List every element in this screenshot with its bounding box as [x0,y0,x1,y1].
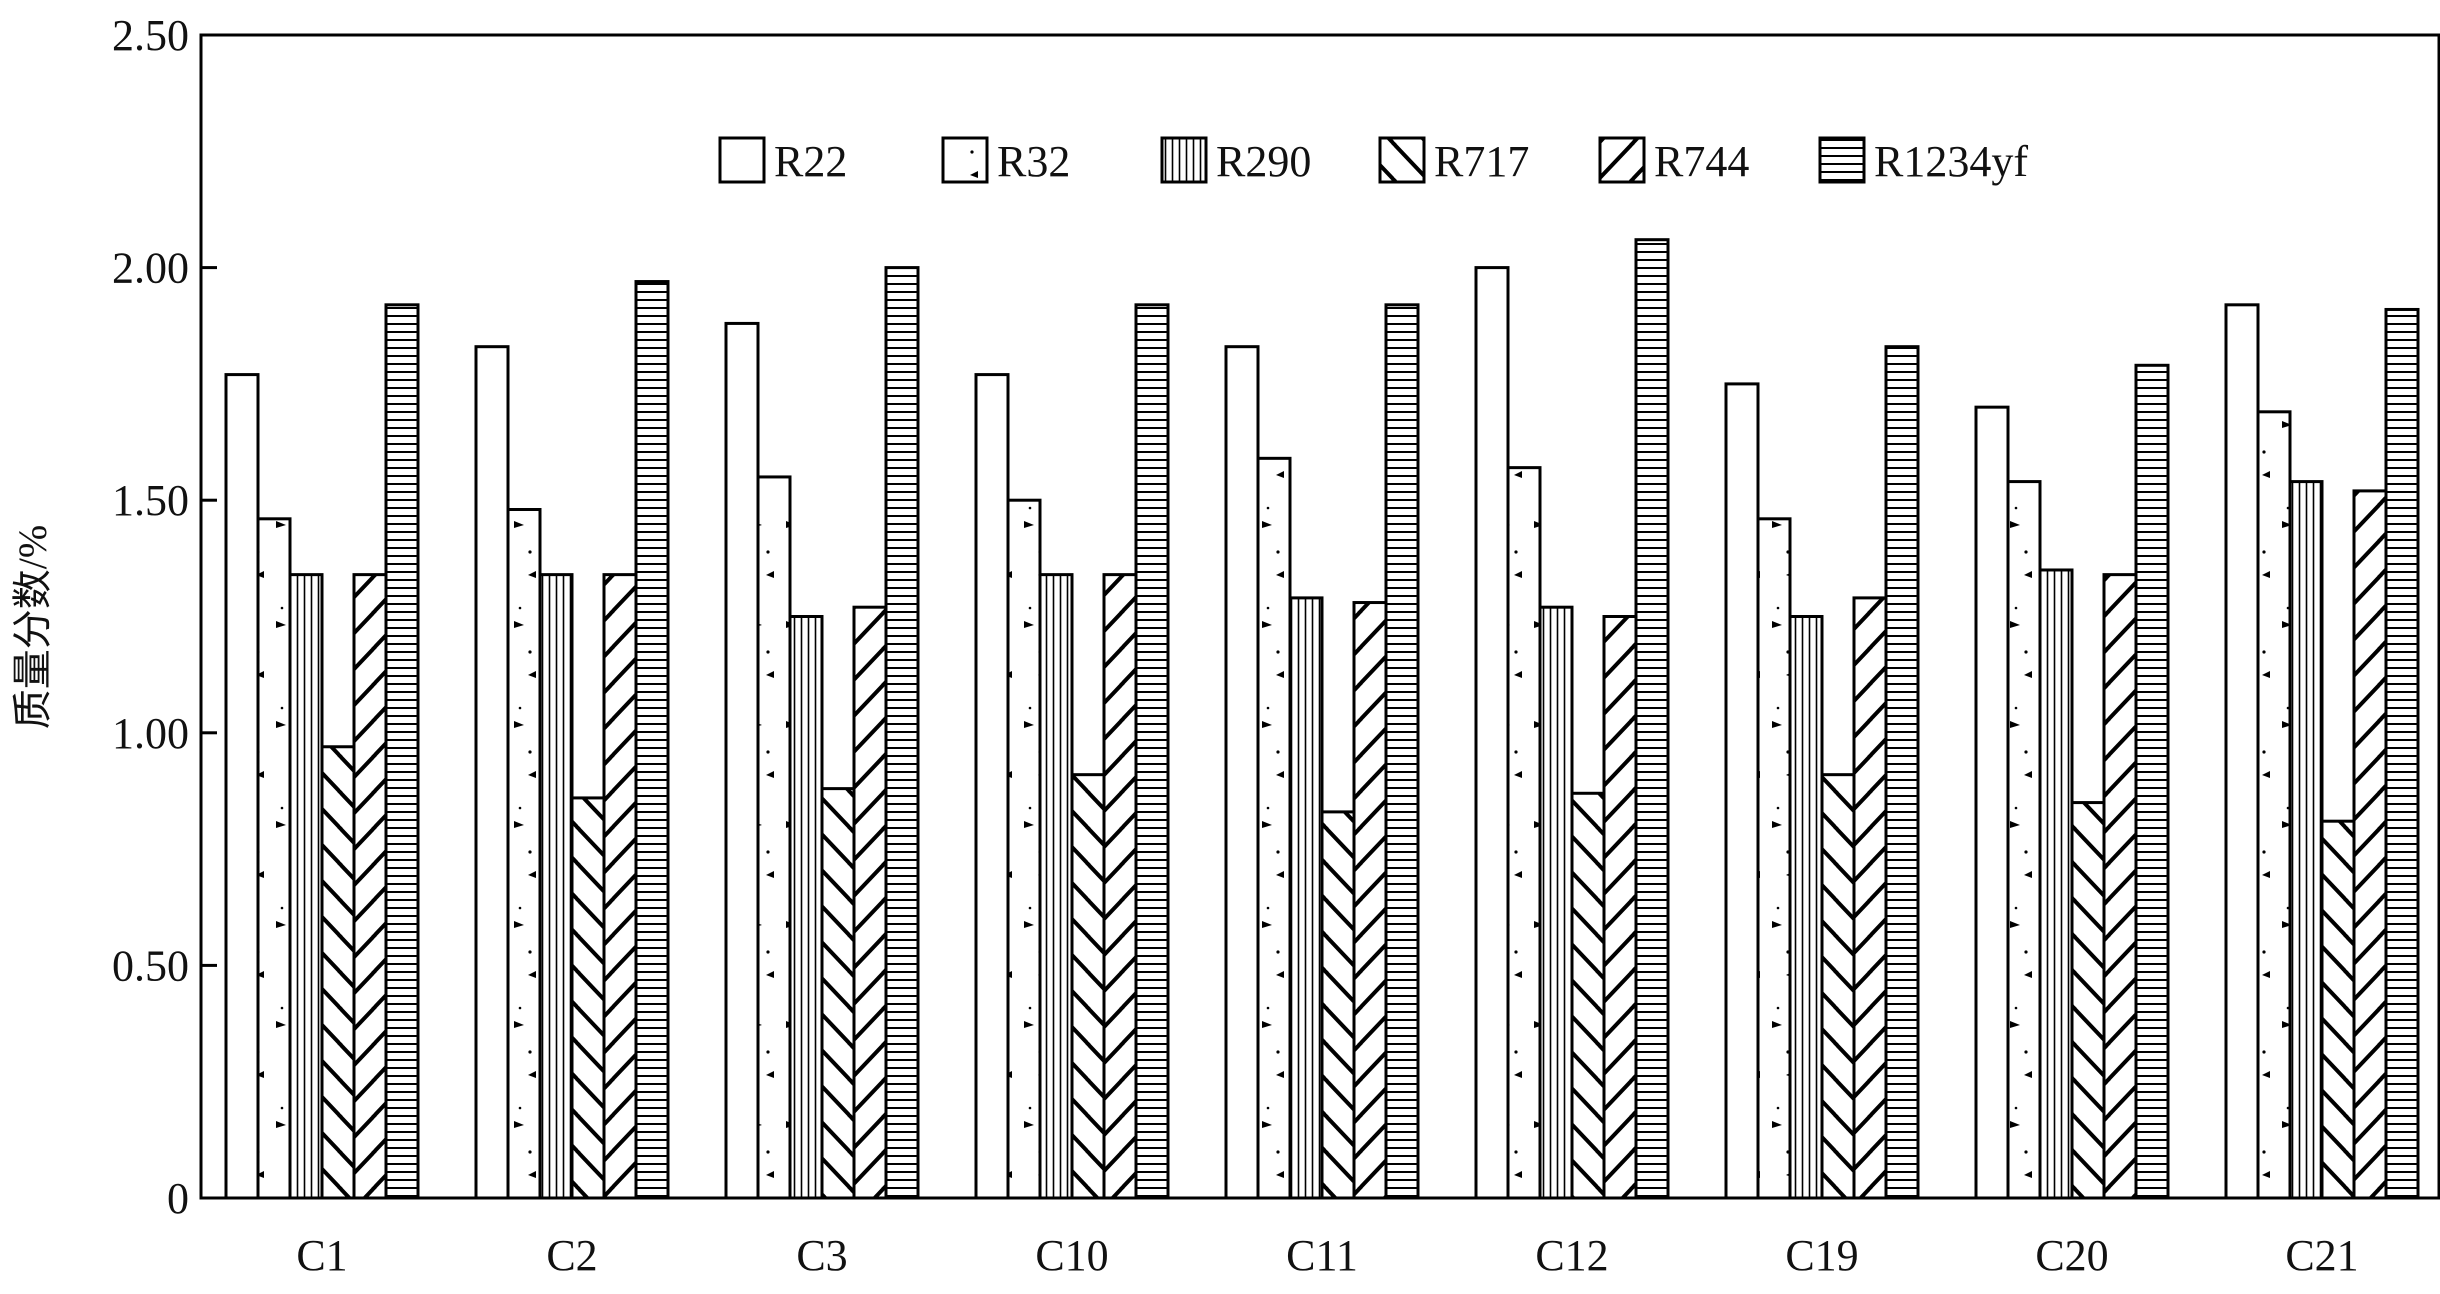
bar-c20-r717 [2070,801,2106,1200]
bar-c21-r1234yf [2384,307,2420,1200]
bar-c20-r22 [1974,405,2010,1200]
bar-c20-r1234yf [2134,363,2170,1200]
bar-c21-r22 [2224,303,2260,1200]
bar-c3-r744 [852,605,888,1200]
bar-c1-r22 [224,373,260,1200]
x-axis: C1 C2 C3 C10 C11 C12 C19 C20 C21 [296,1188,2359,1280]
bar-c11-r744 [1352,601,1388,1200]
legend-swatch-r1234yf [1818,136,1866,184]
legend-swatch-r717 [1378,136,1426,184]
y-tick-label: 2.00 [112,244,189,293]
bar-c10-r290 [1038,573,1074,1200]
bar-c12-r717 [1570,791,1606,1200]
bar-group-c12 [1474,238,1670,1200]
x-tick-label: C12 [1535,1231,1608,1280]
bar-c3-r32 [756,475,792,1200]
x-tick-label: C10 [1035,1231,1108,1280]
y-axis-label: 质量分数/% [10,525,55,729]
bar-c12-r1234yf [1634,238,1670,1200]
bar-c10-r744 [1102,573,1138,1200]
bar-c19-r1234yf [1884,345,1920,1200]
bar-c2-r290 [538,573,574,1200]
y-axis: 0 0.50 1.00 1.50 2.00 2.50 [112,11,217,1223]
bar-group-c19 [1724,345,1920,1200]
bar-c12-r32 [1506,466,1542,1200]
bar-c11-r32 [1256,456,1292,1200]
bar-group-c3 [724,266,920,1200]
bar-c20-r744 [2102,573,2138,1200]
y-tick-label: 0 [167,1174,189,1223]
bar-group-c1 [224,303,420,1200]
bar-c19-r32 [1756,517,1792,1200]
bar-c1-r717 [320,745,356,1200]
bar-c2-r717 [570,796,606,1200]
legend-label-r744: R744 [1654,137,1749,186]
bar-c1-r290 [288,573,324,1200]
bar-c20-r32 [2006,480,2042,1200]
bar-c1-r744 [352,573,388,1200]
bar-group-c11 [1224,303,1420,1200]
x-tick-label: C3 [796,1231,847,1280]
legend-swatch-r744 [1598,136,1646,184]
bar-group-c21 [2224,303,2420,1200]
legend-swatch-r290 [1160,136,1208,184]
bar-c21-r290 [2288,480,2324,1200]
legend-label-r1234yf: R1234yf [1874,137,2028,186]
bar-c10-r1234yf [1134,303,1170,1200]
y-tick-label: 1.50 [112,476,189,525]
bar-c20-r290 [2038,568,2074,1200]
bar-c21-r32 [2256,410,2292,1200]
bar-c1-r32 [256,517,292,1200]
bar-c12-r290 [1538,605,1574,1200]
bar-c21-r744 [2352,489,2388,1200]
legend-label-r290: R290 [1216,137,1311,186]
bar-c19-r290 [1788,615,1824,1200]
bar-group-c2 [474,280,670,1200]
bar-c2-r22 [474,345,510,1200]
bar-c12-r22 [1474,266,1510,1200]
bar-c2-r1234yf [634,280,670,1200]
x-tick-label: C2 [546,1231,597,1280]
x-tick-label: C1 [296,1231,347,1280]
bar-c2-r32 [506,508,542,1200]
x-tick-label: C21 [2285,1231,2358,1280]
legend: R22 R32 R290 R717 R744 R1234yf [718,136,2028,186]
x-tick-label: C20 [2035,1231,2108,1280]
legend-swatch-r32 [941,136,989,184]
plot-frame [199,33,2440,1200]
bar-c19-r717 [1820,773,1856,1200]
bar-c10-r22 [974,373,1010,1200]
legend-label-r717: R717 [1434,137,1529,186]
bar-c2-r744 [602,573,638,1200]
y-tick-label: 0.50 [112,941,189,990]
bar-c12-r744 [1602,615,1638,1200]
bar-c3-r1234yf [884,266,920,1200]
legend-label-r22: R22 [774,137,847,186]
x-tick-label: C11 [1286,1231,1358,1280]
bar-group-c10 [974,303,1170,1200]
y-tick-label: 1.00 [112,709,189,758]
bar-c3-r22 [724,321,760,1200]
bar-c19-r744 [1852,596,1888,1200]
y-tick-label: 2.50 [112,11,189,60]
x-tick-label: C19 [1785,1231,1858,1280]
bar-c19-r22 [1724,382,1760,1200]
bars-group [224,238,2420,1200]
legend-swatch-r22 [718,136,766,184]
bar-c11-r717 [1320,810,1356,1200]
bar-c10-r32 [1006,498,1042,1200]
bar-c3-r717 [820,787,856,1200]
bar-c21-r717 [2320,819,2356,1200]
bar-c11-r1234yf [1384,303,1420,1200]
bar-c11-r22 [1224,345,1260,1200]
bar-c3-r290 [788,615,824,1200]
legend-label-r32: R32 [997,137,1070,186]
bar-c1-r1234yf [384,303,420,1200]
bar-c11-r290 [1288,596,1324,1200]
bar-group-c20 [1974,363,2170,1200]
bar-c10-r717 [1070,773,1106,1200]
